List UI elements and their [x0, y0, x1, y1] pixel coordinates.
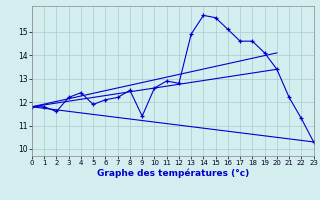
X-axis label: Graphe des températures (°c): Graphe des températures (°c)	[97, 169, 249, 178]
